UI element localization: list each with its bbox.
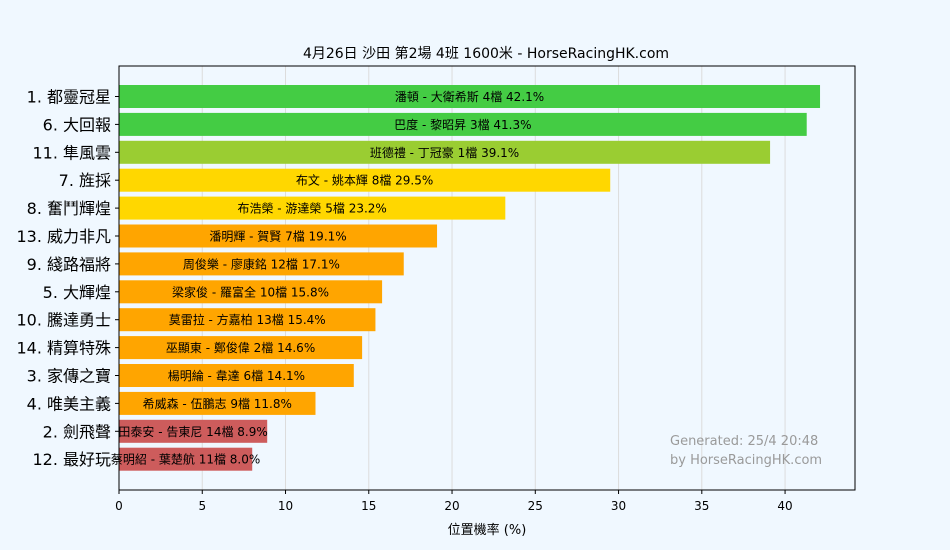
watermark-line-1: Generated: 25/4 20:48 [670,434,818,449]
plot-frame [118,65,856,491]
category-label: 7. 旌採 [59,171,111,190]
bars [119,85,821,471]
bar-labels: 潘頓 - 大衛希斯 4檔 42.1% 巴度 - 黎昭昇 3檔 41.3% 班德禮 -… [111,89,544,467]
x-axis-label: 位置機率 (%) [448,522,527,538]
bar [119,280,383,304]
x-tick-label: 40 [777,499,792,513]
bar-label: 布浩榮 - 游達榮 5檔 23.2% [237,202,386,216]
bar-label: 潘頓 - 大衛希斯 4檔 42.1% [395,89,544,104]
bar-label: 布文 - 姚本輝 8檔 29.5% [296,173,433,188]
bar-label: 楊明綸 - 韋達 6檔 14.1% [168,368,305,383]
category-label: 14. 精算特殊 [16,339,111,358]
bar-label: 梁家俊 - 羅富全 10檔 15.8% [172,284,329,299]
x-tick-label: 35 [694,499,709,513]
bar [119,224,438,248]
x-tick-label: 5 [198,499,206,513]
x-tick-label: 10 [278,499,293,513]
category-label: 10. 騰達勇士 [16,311,111,330]
category-label: 8. 奮鬥輝煌 [27,199,111,218]
category-label: 13. 威力非凡 [16,227,111,246]
category-label: 3. 家傳之寶 [27,367,111,386]
category-label: 9. 綫路福將 [27,255,111,274]
x-tick-label: 0 [115,499,123,513]
bar-label: 田泰安 - 告東尼 14檔 8.9% [118,424,267,439]
bar [119,85,821,108]
category-label: 5. 大輝煌 [43,283,111,302]
x-tick-label: 20 [444,499,459,513]
bar-label: 巴度 - 黎昭昇 3檔 41.3% [394,117,531,132]
x-tick-label: 30 [611,499,626,513]
bar [119,140,771,164]
bar-label: 潘明輝 - 賀賢 7檔 19.1% [209,230,346,244]
bar [119,391,316,415]
category-label: 11. 隼風雲 [32,143,111,162]
bar-label: 希威森 - 伍鵬志 9檔 11.8% [143,396,292,411]
grid-lines [201,66,786,490]
bar [119,447,253,471]
bar [119,308,376,332]
bar [119,336,363,360]
bar-label: 周俊樂 - 廖康銘 12檔 17.1% [183,256,340,271]
category-label: 4. 唯美主義 [27,394,111,413]
chart-title: 4月26日 沙田 第2場 4班 1600米 - HorseRacingHK.co… [303,45,669,62]
bar-label: 班德禮 - 丁冠豪 1檔 39.1% [370,145,519,160]
category-labels: 1. 都靈冠星 6. 大回報 11. 隼風雲 7. 旌採 8. 奮鬥輝煌 13. 威力非凡… [16,88,119,469]
x-tick-label: 15 [361,499,376,513]
bar [119,419,268,443]
bar [119,168,611,192]
bar [119,112,807,136]
x-tick-label: 25 [528,499,543,513]
bar [119,252,404,276]
bar-label: 巫顯東 - 鄭俊偉 2檔 14.6% [166,340,315,355]
category-label: 1. 都靈冠星 [27,88,111,107]
x-axis-ticks: 0 5 10 15 20 25 30 35 40 [115,490,793,513]
bar [119,364,354,387]
bar-label: 莫雷拉 - 方嘉柏 13檔 15.4% [169,312,326,327]
bar-label: 蔡明紹 - 葉楚航 11檔 8.0% [111,452,260,467]
category-label: 12. 最好玩 [32,450,111,469]
watermark-line-2: by HorseRacingHK.com [670,453,822,468]
bar [119,196,506,220]
category-label: 6. 大回報 [43,115,111,134]
category-label: 2. 劍飛聲 [43,422,111,441]
